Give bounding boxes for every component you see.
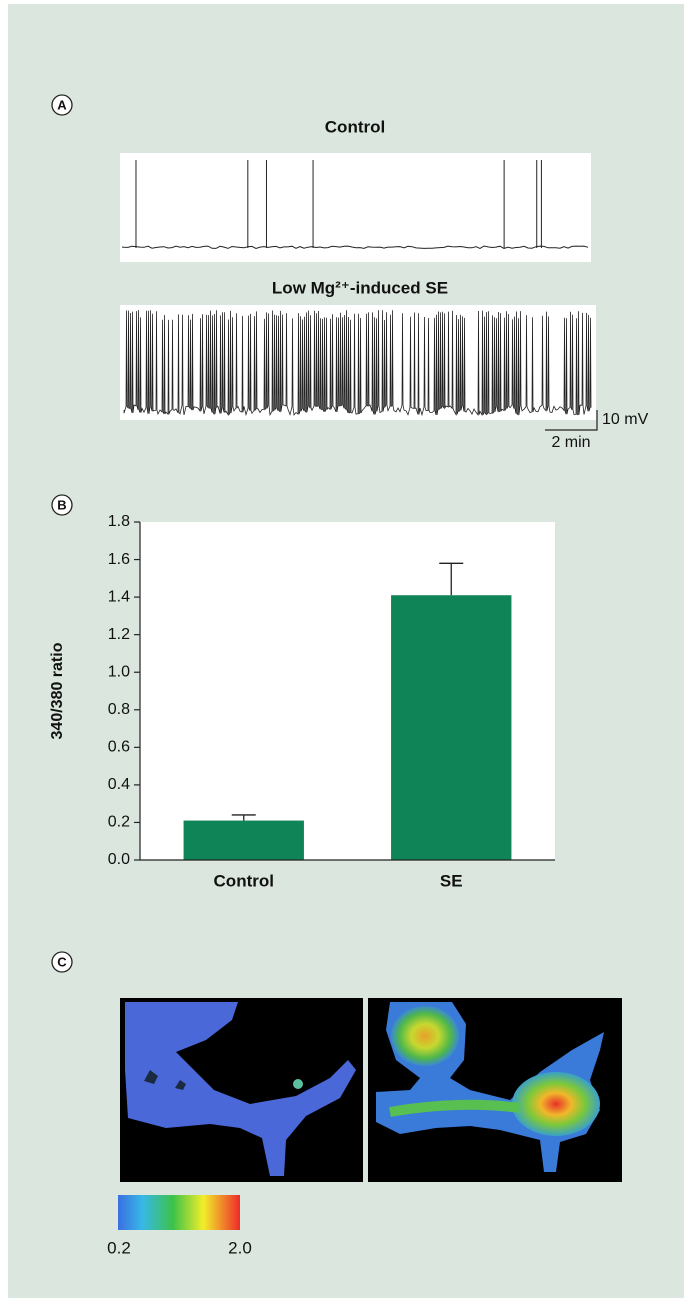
trace-line	[123, 310, 592, 417]
trace-line	[121, 245, 589, 250]
trace-title: Control	[325, 117, 385, 136]
trace-title: Low Mg²⁺-induced SE	[272, 278, 448, 297]
cell-process	[389, 1099, 521, 1117]
y-tick-label: 1.0	[108, 663, 130, 680]
panel-label: B	[57, 497, 66, 512]
panel-label: A	[57, 97, 67, 112]
y-tick-label: 1.4	[108, 588, 130, 605]
y-tick-label: 0.8	[108, 701, 130, 718]
bar	[183, 820, 304, 860]
y-axis-title: 340/380 ratio	[49, 642, 66, 739]
cell-detail	[144, 1070, 186, 1090]
y-tick-label: 1.8	[108, 513, 130, 530]
control-trace	[121, 160, 589, 250]
cell-soma	[512, 1072, 600, 1136]
y-tick-label: 0.6	[108, 739, 130, 756]
y-tick-label: 0.0	[108, 851, 130, 868]
panel-badge	[51, 951, 73, 973]
y-tick-label: 1.6	[108, 551, 130, 568]
bar-chart: 0.0 0.2 0.4 0.6 0.8 1.0 1.2 1.4 1.6 1.8 Control SE	[108, 513, 555, 890]
panel-label: C	[57, 954, 67, 969]
bar	[391, 595, 512, 860]
x-tick-label: SE	[440, 871, 463, 890]
cell-detail	[293, 1079, 303, 1089]
colorbar	[118, 1195, 240, 1230]
scale-bar-label: 10 mV	[602, 411, 649, 428]
y-tick-label: 1.2	[108, 626, 130, 643]
x-tick-label: Control	[214, 871, 274, 890]
colorbar-label: 0.2	[107, 1238, 131, 1257]
scale-bar-label: 2 min	[551, 434, 590, 451]
panel-badge	[51, 94, 73, 116]
scale-bar	[545, 410, 598, 431]
y-tick-label: 0.2	[108, 814, 130, 831]
y-tick-label: 0.4	[108, 776, 130, 793]
se-trace	[123, 310, 592, 417]
panel-badge	[51, 494, 73, 516]
cell-soma	[391, 1006, 459, 1066]
colorbar-label: 2.0	[228, 1238, 252, 1257]
cell-shape	[125, 1002, 356, 1176]
trace-box	[120, 153, 591, 262]
